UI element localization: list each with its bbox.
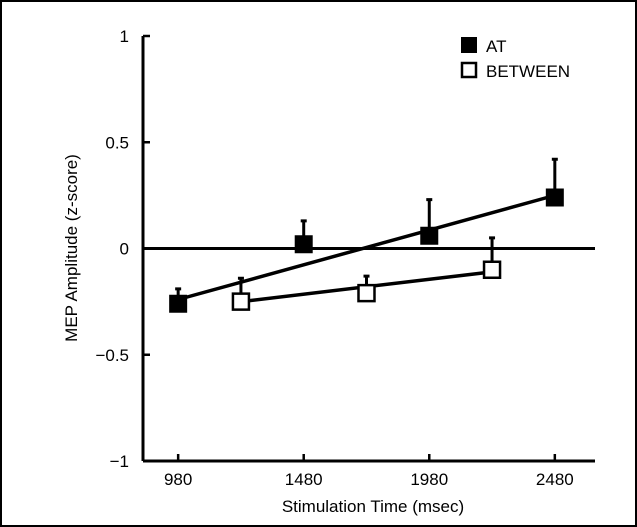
- x-tick-label: 1480: [285, 470, 323, 489]
- y-tick-label: 1: [120, 27, 129, 46]
- y-axis-label: MEP Amplitude (z-score): [62, 154, 81, 342]
- x-tick-label: 980: [164, 470, 192, 489]
- y-tick-label: −0.5: [95, 346, 129, 365]
- point-at: [420, 226, 439, 245]
- point-between: [357, 283, 376, 303]
- y-tick-label: 0: [120, 240, 129, 259]
- x-tick-label: 2480: [536, 470, 574, 489]
- legend-label-at: AT: [486, 37, 506, 56]
- legend-marker-between: [460, 61, 478, 79]
- x-tick-label: 1980: [410, 470, 448, 489]
- error-bars: [175, 157, 558, 304]
- x-axis-label: Stimulation Time (msec): [282, 497, 464, 516]
- y-tick-label: 0.5: [105, 133, 129, 152]
- legend-marker-at: [461, 37, 477, 53]
- legend-label-between: BETWEEN: [486, 62, 570, 81]
- point-between: [231, 292, 251, 311]
- point-at: [169, 294, 188, 313]
- point-at: [545, 188, 564, 207]
- point-between: [482, 260, 502, 279]
- legend: AT BETWEEN: [460, 37, 570, 81]
- y-tick-label: −1: [110, 452, 129, 471]
- point-at: [294, 235, 313, 254]
- data-points: [169, 188, 564, 313]
